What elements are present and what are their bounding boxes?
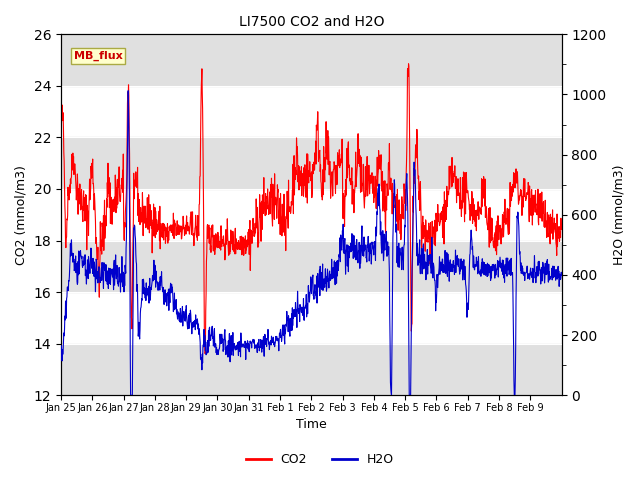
Bar [61, 344, 561, 395]
Bar [61, 35, 561, 86]
Y-axis label: CO2 (mmol/m3): CO2 (mmol/m3) [15, 165, 28, 264]
X-axis label: Time: Time [296, 419, 326, 432]
Bar [61, 240, 561, 292]
Legend: CO2, H2O: CO2, H2O [241, 448, 399, 471]
Text: MB_flux: MB_flux [74, 50, 122, 61]
Bar [61, 137, 561, 189]
Title: LI7500 CO2 and H2O: LI7500 CO2 and H2O [239, 15, 384, 29]
Y-axis label: H2O (mmol/m3): H2O (mmol/m3) [612, 165, 625, 265]
